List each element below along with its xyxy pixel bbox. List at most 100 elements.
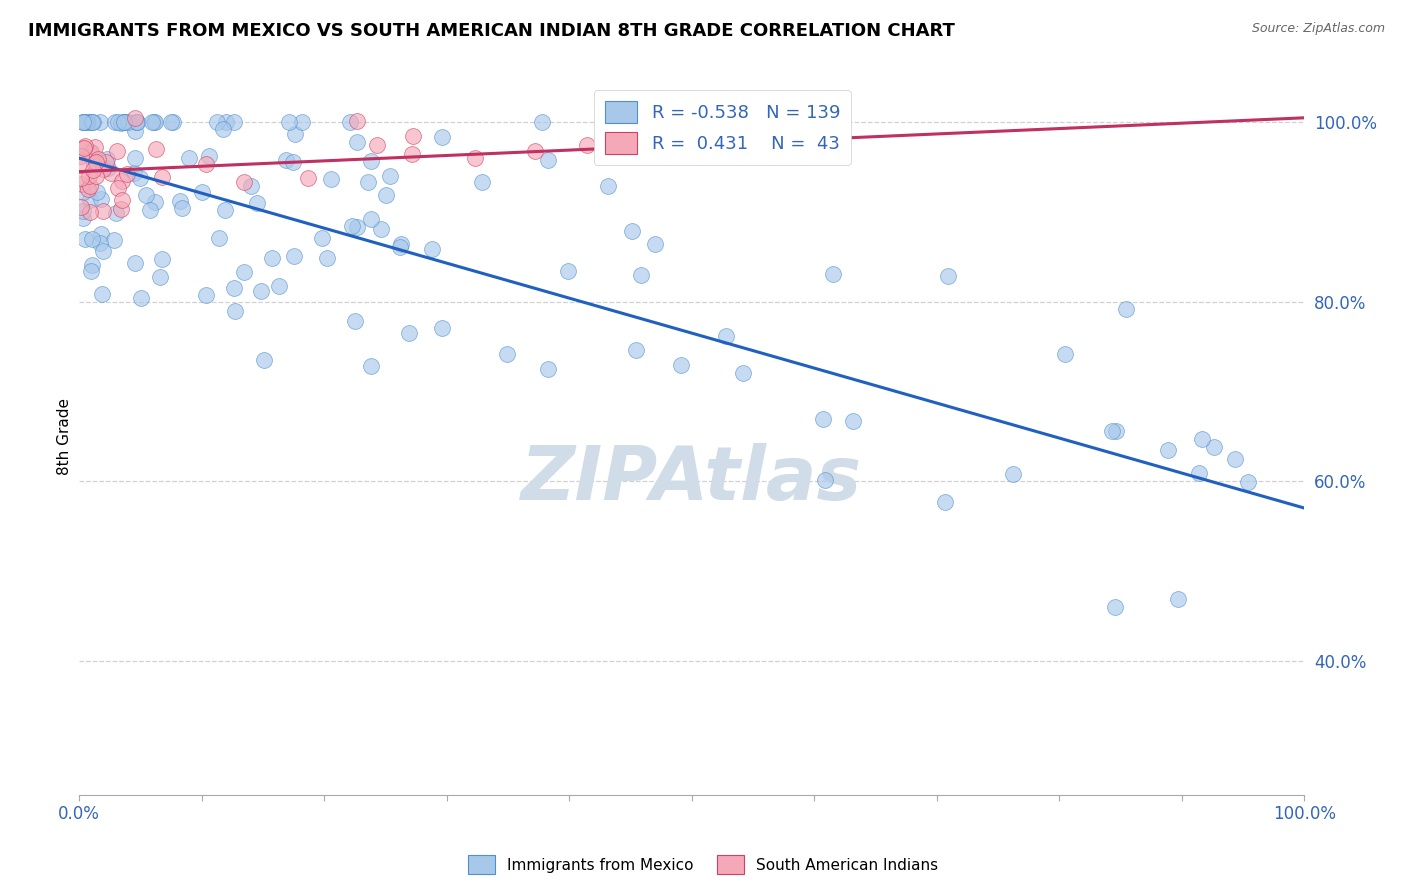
Point xyxy=(644,237,666,252)
Point xyxy=(125,115,148,129)
Point xyxy=(388,240,411,254)
Point xyxy=(80,145,103,159)
Point xyxy=(356,175,378,189)
Point xyxy=(633,140,655,154)
Point xyxy=(170,201,193,215)
Point xyxy=(222,115,245,129)
Point xyxy=(370,222,392,236)
Point xyxy=(1202,440,1225,454)
Point xyxy=(339,115,361,129)
Point xyxy=(73,115,96,129)
Point xyxy=(246,196,269,211)
Point xyxy=(669,359,692,373)
Point xyxy=(162,115,184,129)
Point xyxy=(107,115,129,129)
Point xyxy=(723,119,745,133)
Point xyxy=(274,153,297,167)
Point xyxy=(72,115,94,129)
Point xyxy=(398,326,420,340)
Point xyxy=(112,115,135,129)
Point xyxy=(70,200,93,214)
Point xyxy=(138,202,160,217)
Y-axis label: 8th Grade: 8th Grade xyxy=(58,398,72,475)
Point xyxy=(75,232,97,246)
Point xyxy=(821,267,844,281)
Point xyxy=(402,128,425,143)
Point xyxy=(122,166,145,180)
Point xyxy=(1105,424,1128,438)
Point xyxy=(90,227,112,241)
Point xyxy=(86,154,108,169)
Point xyxy=(191,185,214,199)
Point xyxy=(90,192,112,206)
Point xyxy=(360,359,382,373)
Point xyxy=(86,152,108,166)
Point xyxy=(145,142,167,156)
Point xyxy=(79,145,101,159)
Point xyxy=(366,137,388,152)
Point xyxy=(112,115,135,129)
Point xyxy=(1053,347,1076,361)
Point xyxy=(91,161,114,176)
Point xyxy=(72,203,94,218)
Point xyxy=(83,140,105,154)
Point xyxy=(149,269,172,284)
Point xyxy=(110,115,132,129)
Point xyxy=(73,140,96,154)
Point xyxy=(79,204,101,219)
Text: Source: ZipAtlas.com: Source: ZipAtlas.com xyxy=(1251,22,1385,36)
Point xyxy=(212,121,235,136)
Point xyxy=(530,115,553,129)
Point xyxy=(374,188,396,202)
Point xyxy=(111,174,134,188)
Point xyxy=(621,224,644,238)
Point xyxy=(117,115,139,129)
Point xyxy=(143,115,166,129)
Point xyxy=(557,264,579,278)
Point xyxy=(112,115,135,129)
Point xyxy=(110,202,132,216)
Point xyxy=(73,141,96,155)
Point xyxy=(72,211,94,226)
Point xyxy=(598,178,620,193)
Point xyxy=(346,113,368,128)
Point xyxy=(360,153,382,168)
Point xyxy=(73,139,96,153)
Point xyxy=(152,169,174,184)
Point xyxy=(224,281,246,295)
Point xyxy=(77,115,100,129)
Point xyxy=(135,188,157,202)
Point xyxy=(177,151,200,165)
Point xyxy=(1167,591,1189,606)
Point xyxy=(77,169,100,184)
Point xyxy=(91,203,114,218)
Point xyxy=(80,232,103,246)
Point xyxy=(96,152,118,166)
Point xyxy=(96,154,118,169)
Point xyxy=(232,175,254,189)
Point xyxy=(80,115,103,129)
Point xyxy=(576,137,599,152)
Point xyxy=(389,237,412,252)
Point xyxy=(103,233,125,247)
Point xyxy=(159,115,181,129)
Point xyxy=(82,115,104,129)
Point xyxy=(70,177,93,191)
Point xyxy=(630,268,652,282)
Point xyxy=(84,169,107,183)
Point xyxy=(297,170,319,185)
Point xyxy=(124,151,146,165)
Point xyxy=(311,231,333,245)
Point xyxy=(79,179,101,194)
Point xyxy=(728,129,751,144)
Point xyxy=(496,347,519,361)
Point xyxy=(1157,442,1180,457)
Point xyxy=(343,314,366,328)
Point xyxy=(471,175,494,189)
Point xyxy=(1225,452,1247,467)
Point xyxy=(716,329,738,343)
Point xyxy=(152,252,174,267)
Point xyxy=(624,343,647,358)
Point xyxy=(1191,432,1213,446)
Point xyxy=(70,171,93,186)
